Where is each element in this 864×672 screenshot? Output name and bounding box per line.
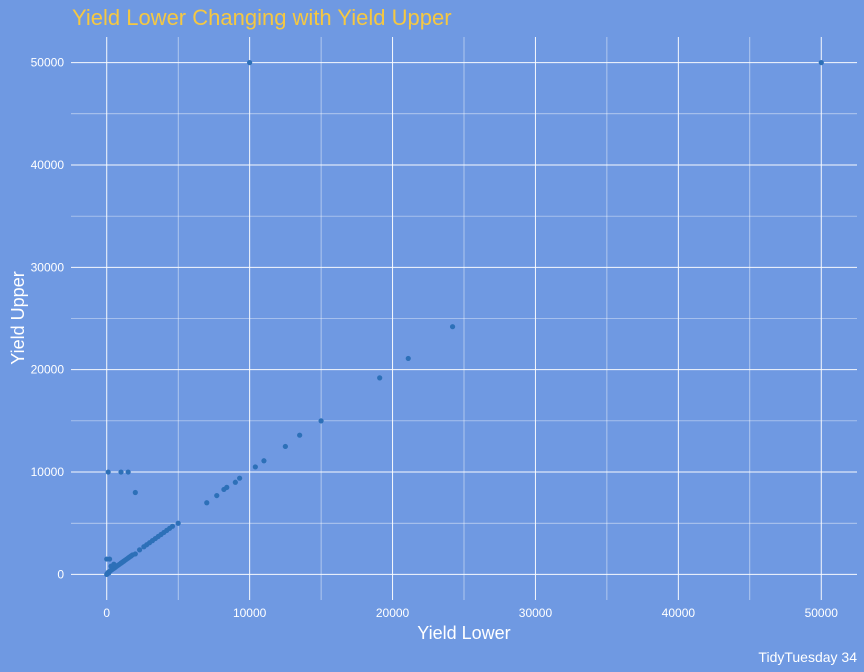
data-point <box>105 469 111 475</box>
data-point <box>214 492 220 499</box>
chart-title: Yield Lower Changing with Yield Upper <box>72 5 452 30</box>
data-point <box>405 355 411 362</box>
x-tick-label: 30000 <box>519 606 553 620</box>
y-tick-labels: 0 10000 20000 30000 40000 50000 <box>31 56 65 582</box>
data-point <box>111 561 117 567</box>
x-tick-label: 20000 <box>376 606 410 620</box>
data-point <box>132 551 138 557</box>
data-point <box>818 59 824 66</box>
y-tick-label: 0 <box>57 567 64 581</box>
data-point <box>261 458 267 464</box>
data-point <box>224 484 230 490</box>
y-axis-title: Yield Upper <box>8 271 28 364</box>
data-point <box>106 556 113 562</box>
data-point <box>169 523 176 529</box>
x-tick-label: 50000 <box>805 606 839 620</box>
data-point <box>282 443 288 450</box>
data-point <box>449 324 456 330</box>
y-tick-label: 10000 <box>31 465 65 479</box>
data-point <box>132 489 138 496</box>
data-point <box>237 475 243 481</box>
y-tick-label: 50000 <box>31 56 65 70</box>
x-tick-label: 40000 <box>662 606 696 620</box>
data-point <box>118 469 124 475</box>
points-layer <box>104 59 824 578</box>
data-point <box>232 479 238 485</box>
y-tick-label: 30000 <box>31 260 65 274</box>
data-point <box>252 464 258 470</box>
x-tick-label: 10000 <box>233 606 267 620</box>
data-point <box>377 375 383 381</box>
data-point <box>204 500 210 506</box>
y-tick-label: 40000 <box>31 158 65 172</box>
y-tick-label: 20000 <box>31 363 65 377</box>
data-point <box>125 469 131 475</box>
x-tick-label: 0 <box>103 606 110 620</box>
data-point <box>318 418 324 424</box>
data-point <box>247 59 253 66</box>
caption: TidyTuesday 34 <box>758 649 857 665</box>
x-tick-labels: 0 10000 20000 30000 40000 50000 <box>103 606 838 620</box>
x-axis-title: Yield Lower <box>417 623 510 643</box>
data-point <box>136 547 143 553</box>
grid-layer <box>71 37 857 600</box>
data-point <box>297 432 303 438</box>
data-point <box>175 520 181 526</box>
